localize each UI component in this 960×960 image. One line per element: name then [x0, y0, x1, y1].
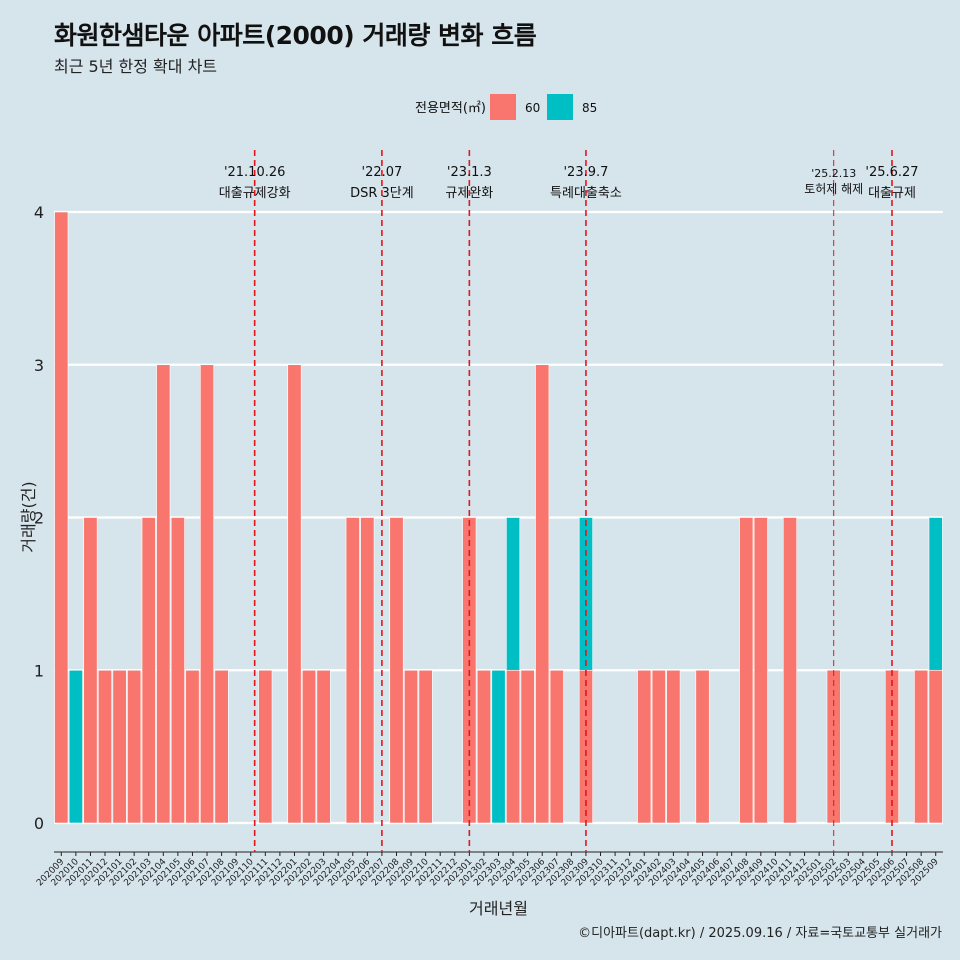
bar-60-202011 [83, 517, 98, 824]
bar-85-202509 [928, 517, 943, 671]
bar-60-202302 [476, 669, 491, 824]
bar-60-202103 [141, 517, 156, 824]
y-axis-title: 거래량(건) [19, 481, 38, 552]
bar-60-202111 [258, 669, 273, 824]
event-date-label: '25.2.13 [811, 167, 856, 180]
bar-60-202305 [520, 669, 535, 824]
bar-85-202303 [491, 669, 506, 824]
bar-60-202206 [360, 517, 375, 824]
source-caption: ©디아파트(dapt.kr) / 2025.09.16 / 자료=국토교통부 실… [578, 926, 942, 941]
event-name-label: 토허제 해제 [804, 182, 863, 196]
bar-85-202010 [68, 669, 83, 824]
bar-60-202203 [316, 669, 331, 824]
bar-60-202101 [112, 669, 127, 824]
bar-60-202409 [753, 517, 768, 824]
event-date-label: '22.07 [362, 165, 403, 180]
legend-label-85: 85 [582, 101, 597, 115]
legend-swatch-85 [547, 94, 573, 120]
event-name-label: 대출규제 [868, 186, 916, 201]
chart-subtitle: 최근 5년 한정 확대 차트 [54, 57, 218, 76]
event-name-label: 대출규제강화 [219, 186, 291, 201]
event-name-label: 규제완화 [445, 186, 493, 201]
bar-60-202104 [156, 364, 171, 824]
event-date-label: '25.6.27 [865, 165, 918, 180]
bar-60-202401 [637, 669, 652, 824]
bar-60-202304 [506, 669, 521, 824]
bar-60-202108 [214, 669, 229, 824]
y-tick-label: 0 [34, 814, 44, 833]
bar-60-202306 [535, 364, 550, 824]
bar-60-202411 [782, 517, 797, 824]
bar-60-202201 [287, 364, 302, 824]
event-date-label: '21.10.26 [224, 165, 285, 180]
legend-label-60: 60 [525, 101, 540, 115]
bar-60-202107 [200, 364, 215, 824]
bar-60-202208 [389, 517, 404, 824]
bar-60-202508 [914, 669, 929, 824]
event-date-label: '23.1.3 [447, 165, 492, 180]
event-name-label: DSR 3단계 [350, 186, 414, 201]
legend-title: 전용면적(㎡) [415, 101, 486, 116]
bar-60-202405 [695, 669, 710, 824]
legend-swatch-60 [490, 94, 516, 120]
bar-60-202402 [651, 669, 666, 824]
event-name-label: 특례대출축소 [550, 186, 622, 201]
y-tick-label: 3 [34, 356, 44, 375]
y-tick-label: 4 [34, 203, 44, 222]
event-date-label: '23.9.7 [563, 165, 608, 180]
bar-60-202205 [345, 517, 360, 824]
bar-60-202105 [170, 517, 185, 824]
chart-title: 화원한샘타운 아파트(2000) 거래량 변화 흐름 [54, 21, 537, 50]
bar-60-202210 [418, 669, 433, 824]
bar-60-202408 [739, 517, 754, 824]
bar-60-202012 [98, 669, 113, 824]
bar-60-202509 [928, 669, 943, 824]
bar-60-202307 [549, 669, 564, 824]
bar-60-202102 [127, 669, 142, 824]
bar-60-202403 [666, 669, 681, 824]
bar-60-202209 [404, 669, 419, 824]
y-tick-label: 2 [34, 509, 44, 528]
bar-60-202009 [54, 211, 69, 824]
bar-60-202106 [185, 669, 200, 824]
y-tick-label: 1 [34, 661, 44, 680]
bar-60-202202 [302, 669, 317, 824]
bar-85-202304 [506, 517, 521, 671]
x-axis-title: 거래년월 [469, 899, 528, 918]
